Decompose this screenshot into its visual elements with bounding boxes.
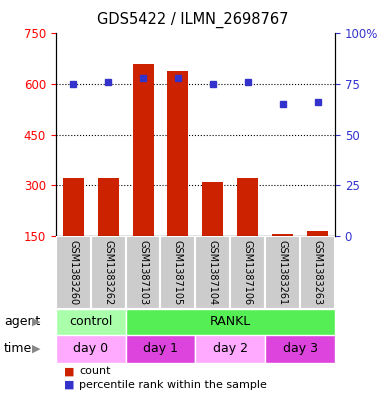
Text: GSM1387104: GSM1387104 xyxy=(208,240,218,305)
Bar xyxy=(91,236,126,309)
Text: GSM1387103: GSM1387103 xyxy=(138,240,148,305)
Text: GSM1383262: GSM1383262 xyxy=(103,239,113,305)
Bar xyxy=(230,236,265,309)
Text: time: time xyxy=(4,342,32,356)
Text: RANKL: RANKL xyxy=(210,315,251,328)
Bar xyxy=(98,178,119,236)
Bar xyxy=(195,236,230,309)
Bar xyxy=(203,182,223,236)
Bar xyxy=(56,309,126,335)
Text: control: control xyxy=(69,315,112,328)
Text: day 0: day 0 xyxy=(73,342,108,356)
Bar xyxy=(272,234,293,236)
Text: count: count xyxy=(79,367,110,376)
Bar xyxy=(265,236,300,309)
Text: ■: ■ xyxy=(64,380,74,389)
Text: day 1: day 1 xyxy=(143,342,178,356)
Text: GSM1383261: GSM1383261 xyxy=(278,240,288,305)
Text: day 3: day 3 xyxy=(283,342,318,356)
Text: agent: agent xyxy=(4,315,40,328)
Bar xyxy=(237,178,258,236)
Bar xyxy=(126,236,161,309)
Text: GSM1387105: GSM1387105 xyxy=(173,239,183,305)
Text: percentile rank within the sample: percentile rank within the sample xyxy=(79,380,267,389)
Bar xyxy=(167,70,188,236)
Text: GDS5422 / ILMN_2698767: GDS5422 / ILMN_2698767 xyxy=(97,12,288,28)
Text: ▶: ▶ xyxy=(32,317,41,327)
Bar xyxy=(161,236,195,309)
Bar xyxy=(307,231,328,236)
Text: ▶: ▶ xyxy=(32,344,41,354)
Bar xyxy=(126,335,195,363)
Text: GSM1387106: GSM1387106 xyxy=(243,240,253,305)
Bar xyxy=(126,309,335,335)
Bar xyxy=(132,64,154,236)
Text: GSM1383260: GSM1383260 xyxy=(68,240,78,305)
Bar xyxy=(195,335,265,363)
Bar xyxy=(265,335,335,363)
Text: GSM1383263: GSM1383263 xyxy=(313,240,323,305)
Bar xyxy=(56,335,126,363)
Bar xyxy=(300,236,335,309)
Bar xyxy=(56,236,91,309)
Text: ■: ■ xyxy=(64,367,74,376)
Text: day 2: day 2 xyxy=(213,342,248,356)
Bar xyxy=(63,178,84,236)
